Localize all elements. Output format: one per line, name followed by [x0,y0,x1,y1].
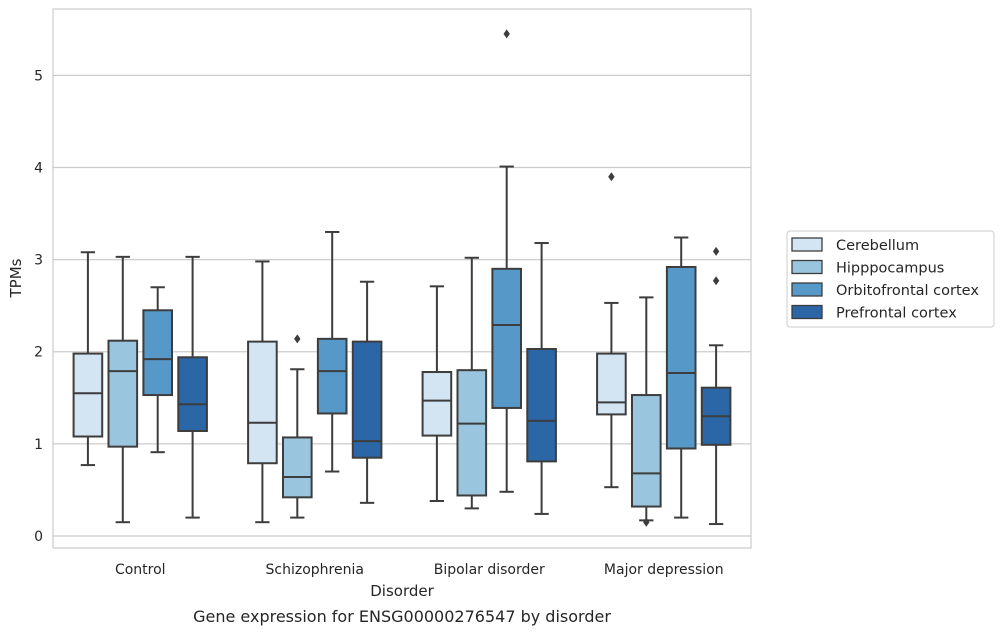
box-3-0 [596,172,627,489]
outlier-point [503,29,510,39]
x-tick-label: Schizophrenia [266,562,364,578]
box-3-3 [700,246,732,526]
legend-swatch [791,304,823,320]
box-iqr [630,394,662,508]
box-2-0 [421,285,453,503]
box-2-2 [491,29,523,493]
outlier-point [608,172,615,182]
legend-label: Cerebellum [836,238,919,254]
box-0-1 [107,255,139,524]
box-0-2 [142,286,174,454]
box-3-1 [630,296,662,527]
legend-swatch [791,237,823,252]
y-tick-label: 4 [34,160,43,176]
outlier-point [712,276,720,286]
outlier-point [712,246,720,256]
box-iqr [456,369,488,497]
legend: Cerebellum Hipppocampus Orbitofrontal cort… [786,230,995,328]
box-1-0 [247,260,278,524]
box-1-1 [281,334,313,519]
x-axis-label: Disorder [370,582,434,600]
box-iqr [107,339,139,448]
box-iqr [316,337,348,415]
legend-label: Hipppocampus [836,261,944,277]
box-3-2 [665,236,697,519]
legend-label: Orbitofrontal cortex [836,283,979,299]
box-iqr [526,347,557,463]
y-axis-label: TPMs [7,258,25,298]
boxes-layer [72,29,732,527]
box-iqr [142,309,174,397]
x-tick-label: Control [115,562,166,578]
box-iqr [72,352,104,438]
x-tick-label: Major depression [604,562,724,578]
box-0-3 [177,255,208,519]
box-iqr [281,436,313,499]
y-tick-label: 2 [34,345,43,361]
box-2-1 [456,256,488,510]
box-2-3 [526,242,557,515]
y-tick-labels: 0 1 2 3 4 5 [34,68,43,545]
outlier-point [294,334,301,344]
y-tick-label: 1 [34,437,43,453]
box-0-0 [72,251,104,467]
y-tick-label: 0 [34,529,43,545]
box-iqr [491,267,523,409]
box-iqr [247,340,278,465]
x-tick-label: Bipolar disorder [434,562,545,578]
y-tick-label: 3 [34,253,43,269]
legend-label: Prefrontal cortex [836,306,957,322]
legend-swatch [791,282,823,297]
box-iqr [596,352,627,416]
y-tick-label: 5 [34,68,43,84]
box-iqr [177,356,208,432]
box-iqr [421,371,453,437]
chart-caption: Gene expression for ENSG00000276547 by d… [193,607,611,626]
box-iqr [351,340,383,459]
x-tick-labels: Control Schizophrenia Bipolar disorder Majo… [115,562,724,578]
box-1-2 [316,230,348,473]
box-iqr [665,265,697,450]
outlier-point [643,517,650,527]
legend-swatch [791,259,823,275]
box-1-3 [351,280,383,504]
legend-frame [786,230,995,328]
